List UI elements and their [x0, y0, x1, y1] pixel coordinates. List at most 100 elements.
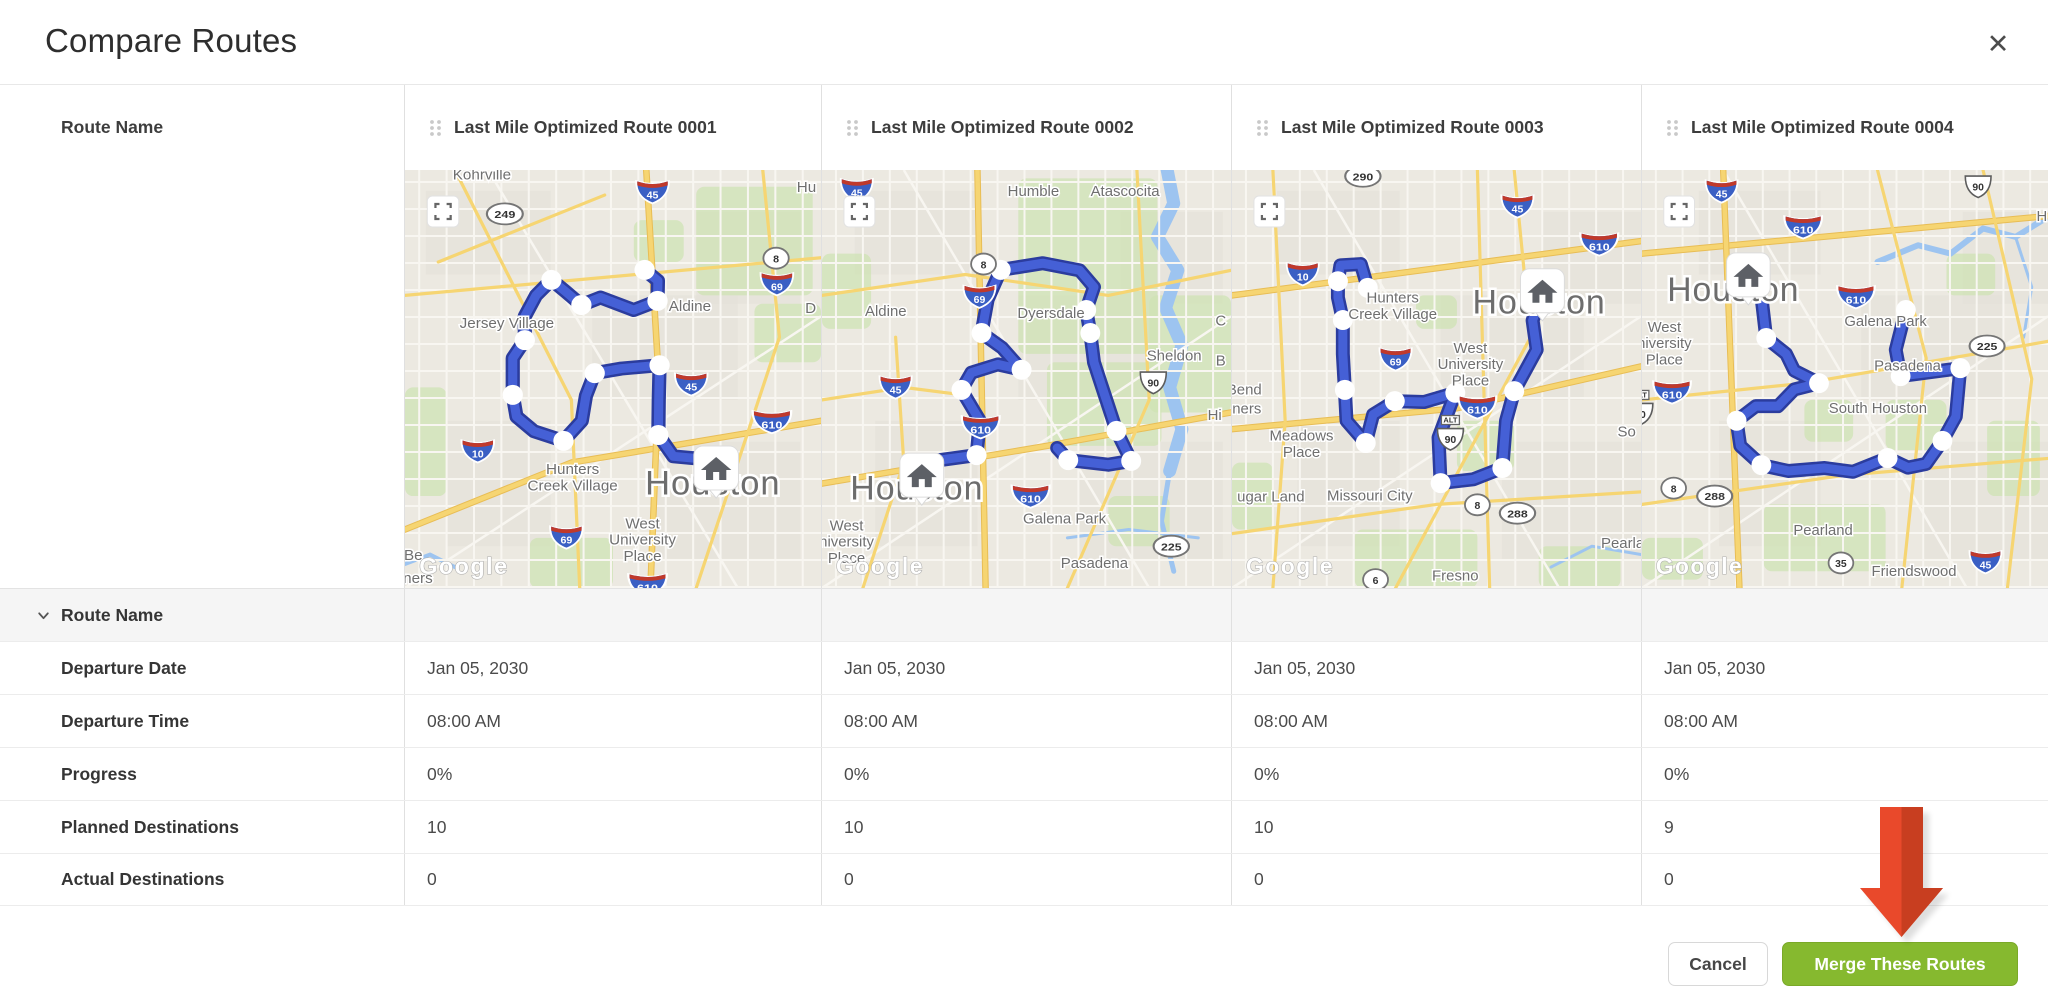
route-name-group-cell[interactable]: Route Name [0, 589, 404, 641]
route-stop-marker[interactable] [1058, 450, 1079, 471]
route-stop-marker[interactable] [1895, 300, 1916, 321]
route-stop-marker[interactable] [1751, 455, 1772, 476]
fullscreen-icon[interactable] [1663, 195, 1695, 228]
column-header-route-4[interactable]: Last Mile Optimized Route 0004 [1641, 85, 2048, 170]
route-stop-marker[interactable] [1011, 359, 1032, 380]
map-place-label: Place [624, 548, 662, 565]
route-stop-marker[interactable] [649, 355, 670, 376]
home-marker[interactable] [1519, 268, 1565, 322]
route-stop-marker[interactable] [971, 323, 992, 344]
map-place-label: Sheldon [1147, 347, 1202, 364]
column-header-route-1[interactable]: Last Mile Optimized Route 0001 [404, 85, 821, 170]
interstate-shield-10: 10 [1285, 261, 1320, 287]
route-stop-marker[interactable] [951, 379, 972, 400]
route-stop-marker[interactable] [553, 430, 574, 451]
row-label-actual-destinations: Actual Destinations [61, 869, 225, 889]
map-place-label: Missouri City [1327, 487, 1413, 504]
route-stop-marker[interactable] [1430, 473, 1451, 494]
maps-row-empty-cell [0, 170, 404, 588]
column-header-route-2[interactable]: Last Mile Optimized Route 0002 [821, 85, 1231, 170]
highway-shield-288: 288 [1696, 484, 1734, 508]
route-stop-marker[interactable] [1076, 300, 1097, 321]
route-stop-marker[interactable] [647, 290, 668, 311]
route-stop-marker[interactable] [1327, 271, 1348, 292]
cell-actual-destinations-route-4: 0 [1641, 854, 2048, 905]
route-stop-marker[interactable] [1332, 310, 1353, 331]
svg-text:288: 288 [1704, 492, 1724, 503]
route-map-4[interactable]: 4561090610225610ALT9082883545HoustonWest… [1641, 170, 2048, 588]
route-map-1[interactable]: 249 45 8 69 45 610 10 69 610 Kohrville Hu Jersey Vi… [404, 170, 821, 588]
route-stop-marker[interactable] [502, 384, 523, 405]
drag-handle-icon[interactable] [429, 118, 442, 138]
table-row-actual-destinations: Actual Destinations 0 0 0 0 [0, 853, 2048, 906]
route-stop-marker[interactable] [1106, 420, 1127, 441]
highway-shield-90: 90 [1964, 175, 1992, 199]
chevron-down-icon[interactable] [36, 608, 51, 623]
merge-these-routes-button[interactable]: Merge These Routes [1782, 942, 2018, 986]
route-stop-marker[interactable] [1877, 448, 1898, 469]
highway-shield-35: 35 [1827, 551, 1855, 575]
google-map-canvas[interactable]: 249 45 8 69 45 610 10 69 610 Kohrville Hu Jersey Vi… [405, 170, 821, 588]
fullscreen-icon[interactable] [843, 195, 876, 228]
interstate-shield-45: 45 [635, 179, 670, 205]
route-stop-marker[interactable] [1355, 432, 1376, 453]
home-marker[interactable] [1726, 252, 1771, 306]
route-stop-marker[interactable] [1357, 277, 1378, 298]
route-stop-marker[interactable] [1932, 430, 1953, 451]
route-stop-marker[interactable] [648, 425, 669, 446]
route-stop-marker[interactable] [571, 295, 592, 316]
cancel-button[interactable]: Cancel [1668, 942, 1768, 986]
highway-shield-90: 90 [1139, 371, 1168, 395]
interstate-shield-45: 45 [1968, 549, 2003, 575]
drag-handle-icon[interactable] [1256, 118, 1269, 138]
drag-handle-icon[interactable] [1666, 118, 1679, 138]
route-stop-marker[interactable] [634, 259, 655, 280]
route-stop-marker[interactable] [584, 363, 605, 384]
route-stop-marker[interactable] [1080, 323, 1101, 344]
cell-departure-date-route-3: Jan 05, 2030 [1231, 642, 1641, 694]
google-map-canvas[interactable]: 45 8 69 45 610 90 610 225 Humble Atascocita Aldine… [822, 170, 1231, 588]
cell-actual-destinations-route-1: 0 [404, 854, 821, 905]
interstate-shield-69: 69 [962, 284, 997, 309]
google-logo: Google [836, 553, 924, 579]
fullscreen-icon[interactable] [426, 195, 460, 228]
column-header-route-3[interactable]: Last Mile Optimized Route 0003 [1231, 85, 1641, 170]
svg-text:45: 45 [685, 382, 697, 394]
route-stop-marker[interactable] [1726, 410, 1747, 431]
google-map-canvas[interactable]: 4561090610225610ALT9082883545HoustonWest… [1642, 170, 2048, 588]
close-button[interactable]: ✕ [1976, 22, 2020, 66]
drag-handle-icon[interactable] [846, 118, 859, 138]
svg-text:290: 290 [1353, 172, 1374, 183]
compare-routes-table: Route Name Last Mile Optimized Route 0001… [0, 85, 2048, 906]
route-stop-marker[interactable] [1756, 328, 1777, 349]
fullscreen-icon[interactable] [1253, 195, 1286, 228]
map-place-label: Creek Village [1348, 306, 1437, 323]
cell-departure-time-route-1: 08:00 AM [404, 695, 821, 747]
svg-text:90: 90 [1972, 183, 1984, 194]
route-stop-marker[interactable] [1950, 358, 1971, 379]
group-row-empty-cell [821, 589, 1231, 641]
group-row-empty-cell [1231, 589, 1641, 641]
home-marker[interactable] [899, 452, 945, 506]
cell-planned-destinations-route-4: 9 [1641, 801, 2048, 853]
home-marker[interactable] [693, 445, 739, 499]
route-stop-marker[interactable] [1890, 366, 1911, 387]
google-logo: Google [1246, 553, 1334, 579]
route-stop-marker[interactable] [1334, 379, 1355, 400]
route-map-2[interactable]: 45 8 69 45 610 90 610 225 Humble Atascocita Aldine… [821, 170, 1231, 588]
interstate-shield-45: 45 [878, 375, 913, 400]
route-stop-marker[interactable] [541, 269, 562, 290]
interstate-shield-610: 610 [1457, 395, 1498, 420]
route-map-3[interactable]: 290 45 610 10 69 610 ALT 90 8 288 6 Hunters Creek Vi… [1231, 170, 1641, 588]
route-stop-marker[interactable] [514, 330, 535, 351]
route-stop-marker[interactable] [966, 445, 987, 466]
route-stop-marker[interactable] [1384, 391, 1405, 412]
route-stop-marker[interactable] [1121, 450, 1142, 471]
row-label-departure-time: Departure Time [61, 710, 190, 731]
interstate-shield-610: 610 [960, 414, 1001, 440]
route-stop-marker[interactable] [1809, 373, 1829, 394]
svg-text:610: 610 [1467, 405, 1488, 416]
route-stop-marker[interactable] [1492, 458, 1513, 479]
route-stop-marker[interactable] [1504, 381, 1525, 402]
